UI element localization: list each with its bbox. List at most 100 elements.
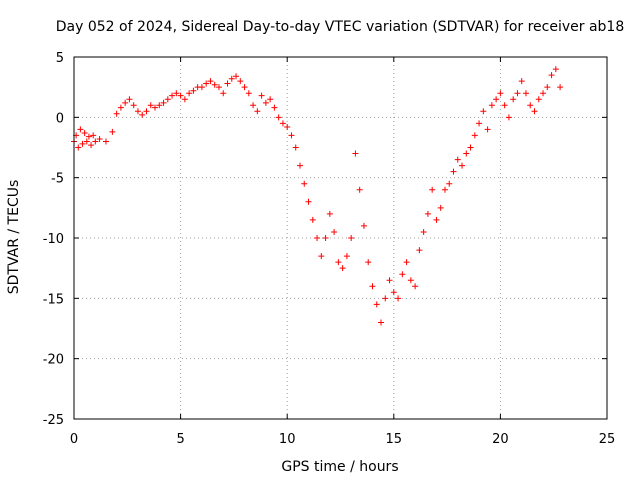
x-tick-label: 25 <box>599 432 616 447</box>
data-point <box>403 259 410 266</box>
data-point <box>360 222 367 229</box>
data-point <box>85 133 92 140</box>
data-point <box>339 265 346 272</box>
data-point <box>552 66 559 73</box>
data-point <box>429 186 436 193</box>
data-point <box>267 96 274 103</box>
data-point <box>109 128 116 135</box>
data-series <box>71 66 564 326</box>
data-point <box>237 78 244 85</box>
data-point <box>113 110 120 117</box>
data-point <box>467 144 474 151</box>
x-tick-label: 10 <box>279 432 296 447</box>
data-point <box>522 90 529 97</box>
data-point <box>262 99 269 106</box>
data-point <box>390 289 397 296</box>
data-point <box>122 99 129 106</box>
data-point <box>424 210 431 217</box>
data-point <box>275 114 282 121</box>
data-point <box>292 144 299 151</box>
data-point <box>505 114 512 121</box>
data-point <box>284 123 291 130</box>
data-point <box>531 108 538 115</box>
data-point <box>378 319 385 326</box>
data-point <box>450 168 457 175</box>
data-point <box>331 228 338 235</box>
data-point <box>224 80 231 87</box>
x-tick-label: 0 <box>70 432 78 447</box>
data-point <box>437 204 444 211</box>
data-point <box>305 198 312 205</box>
data-point <box>143 108 150 115</box>
data-point <box>173 90 180 97</box>
y-tick-label: 5 <box>56 51 64 66</box>
data-point <box>318 253 325 260</box>
data-point <box>92 138 99 145</box>
data-point <box>463 150 470 157</box>
x-tick-label: 20 <box>492 432 509 447</box>
y-tick-label: -10 <box>43 232 64 247</box>
data-point <box>147 102 154 109</box>
data-point <box>395 295 402 302</box>
y-tick-label: -5 <box>51 172 64 187</box>
data-point <box>233 73 240 80</box>
data-point <box>134 108 141 115</box>
data-point <box>373 301 380 308</box>
data-point <box>211 81 218 88</box>
data-point <box>510 96 517 103</box>
data-point <box>446 180 453 187</box>
data-point <box>497 90 504 97</box>
data-point <box>102 138 109 145</box>
data-point <box>476 120 483 127</box>
data-point <box>254 108 261 115</box>
data-point <box>207 78 214 85</box>
data-point <box>348 235 355 241</box>
data-point <box>130 102 137 109</box>
data-point <box>75 144 82 151</box>
data-point <box>186 90 193 97</box>
data-point <box>152 104 159 111</box>
data-point <box>220 90 227 97</box>
data-point <box>488 102 495 109</box>
data-point <box>399 271 406 278</box>
data-point <box>493 96 500 103</box>
data-point <box>83 138 90 145</box>
data-point <box>314 235 321 241</box>
data-point <box>365 259 372 266</box>
data-point <box>215 84 222 91</box>
data-point <box>198 84 205 91</box>
data-point <box>322 235 329 241</box>
data-point <box>535 96 542 103</box>
data-point <box>412 283 419 290</box>
data-point <box>527 102 534 109</box>
data-point <box>241 84 248 91</box>
data-point <box>459 162 466 169</box>
data-point <box>514 90 521 97</box>
data-point <box>169 92 176 99</box>
y-tick-label: -15 <box>43 292 64 307</box>
data-point <box>79 140 86 147</box>
data-point <box>250 102 257 109</box>
axes: 0 5 10 15 20 25 -25 -20 -15 -10 -5 0 5 <box>43 51 616 447</box>
data-point <box>96 136 103 143</box>
data-point <box>335 259 342 266</box>
data-point <box>501 102 508 109</box>
data-point <box>279 120 286 127</box>
data-point <box>416 247 423 254</box>
y-tick-label: -20 <box>43 353 64 368</box>
grid <box>74 57 607 419</box>
data-point <box>441 186 448 193</box>
data-point <box>518 78 525 85</box>
y-tick-label: 0 <box>56 111 64 126</box>
data-point <box>228 75 235 82</box>
data-point <box>117 104 124 111</box>
data-point <box>139 111 146 118</box>
data-point <box>548 72 555 79</box>
data-point <box>77 126 84 133</box>
x-axis-label: GPS time / hours <box>281 459 398 475</box>
data-point <box>164 96 171 103</box>
data-point <box>326 210 333 217</box>
data-point <box>296 162 303 169</box>
data-point <box>544 84 551 91</box>
